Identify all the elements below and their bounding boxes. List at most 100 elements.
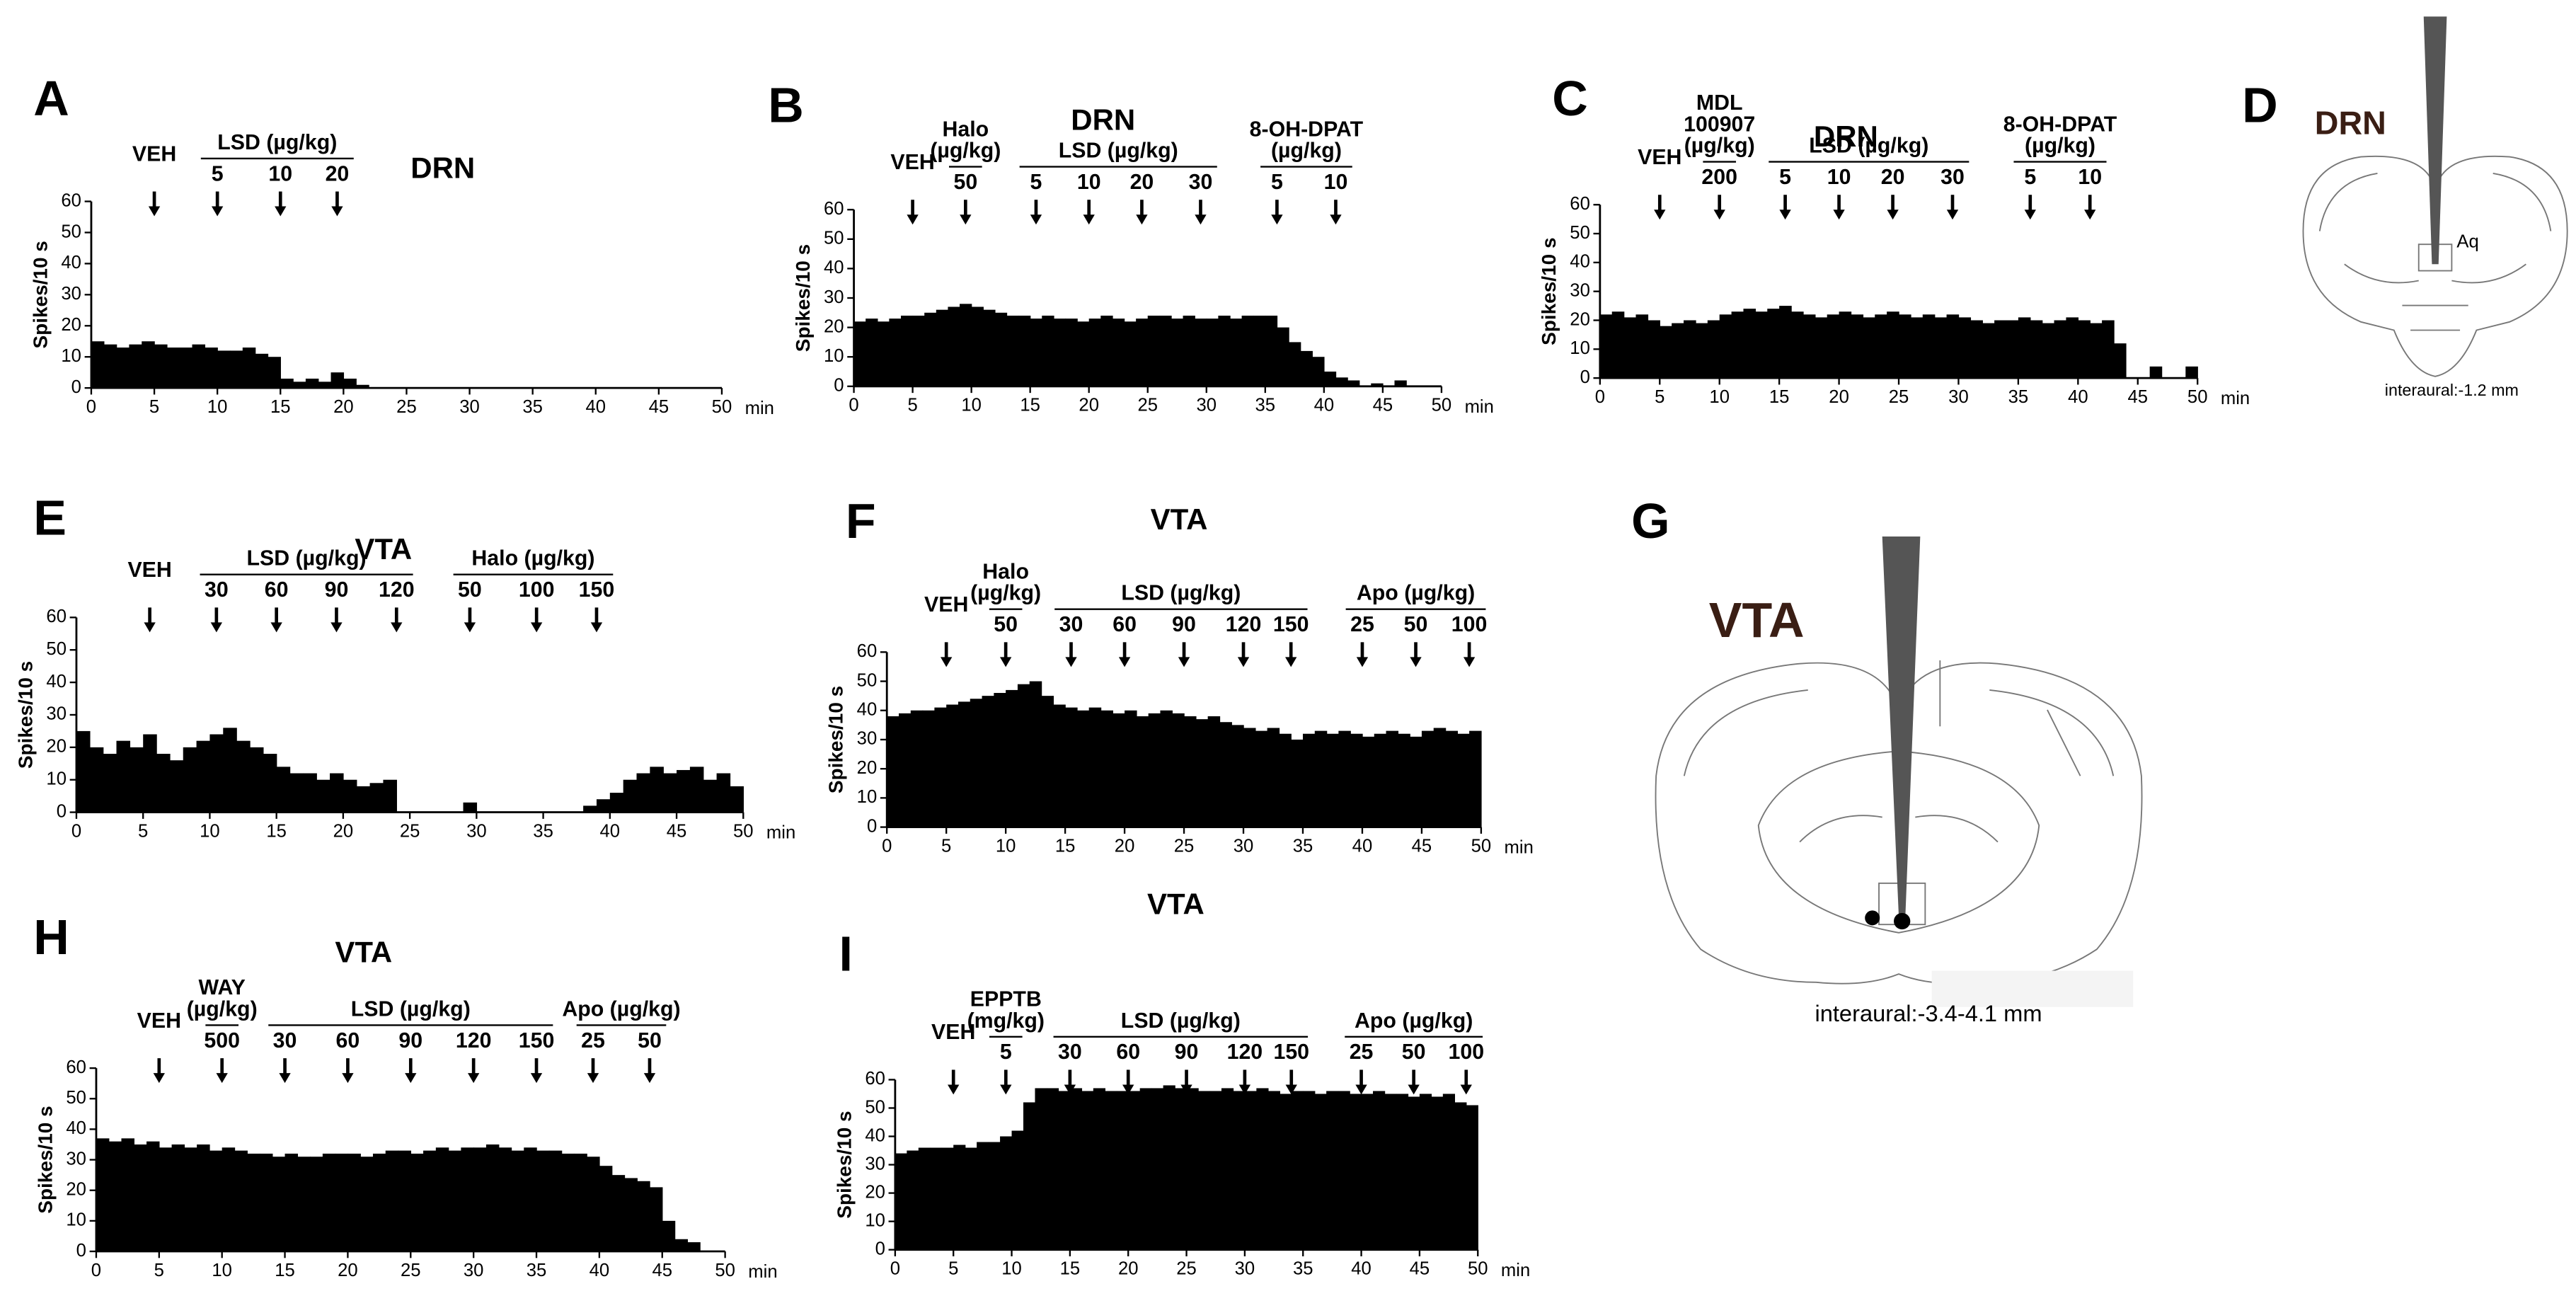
y-tick-label: 20 (46, 737, 67, 757)
injection-arrow-head (587, 1073, 599, 1084)
x-tick-label: 20 (333, 397, 354, 417)
bar (1183, 315, 1195, 386)
y-tick-label: 30 (1570, 280, 1590, 300)
bar (343, 378, 357, 389)
bar (1970, 320, 1983, 379)
bar (1755, 311, 1768, 379)
bar (1218, 315, 1231, 386)
injection-arrow-head (1195, 214, 1207, 225)
group-label: Apo (µg/kg) (1357, 582, 1475, 605)
x-tick-label: 15 (275, 1261, 295, 1280)
bar (1280, 1094, 1292, 1250)
bar (1267, 728, 1280, 827)
bar (1291, 1091, 1304, 1250)
bar (1326, 733, 1340, 827)
bar (1851, 314, 1864, 379)
bar (907, 1150, 919, 1250)
x-tick-label: 30 (464, 1261, 484, 1280)
dose-label: 30 (273, 1029, 297, 1052)
chart-title: VTA (355, 532, 412, 566)
panel-letter: G (1631, 493, 1669, 549)
bar (1206, 319, 1219, 386)
x-tick-label: 50 (712, 397, 732, 417)
bar (1361, 1094, 1374, 1250)
bar (356, 786, 371, 813)
bar (192, 344, 206, 389)
dose-label: 100 (1448, 1040, 1484, 1064)
dose-label: 20 (326, 162, 350, 185)
bar (1350, 1094, 1362, 1250)
injection-arrow-head (1030, 214, 1042, 225)
bar (1910, 317, 1924, 379)
bar (1219, 722, 1232, 827)
bar (1314, 730, 1328, 827)
bar (1006, 315, 1019, 386)
bar (971, 306, 984, 386)
dose-label: 200 (1701, 166, 1737, 189)
bar (1136, 319, 1149, 386)
dose-label: 10 (268, 162, 292, 185)
bar (1731, 311, 1744, 379)
injection-arrow-head (148, 206, 161, 217)
bar (134, 1144, 147, 1252)
bar (1017, 684, 1030, 827)
y-tick-label: 10 (1570, 338, 1590, 358)
y-tick-label: 30 (61, 284, 81, 304)
bar (383, 779, 397, 813)
bar (583, 805, 597, 813)
dose-label: 25 (1350, 1040, 1374, 1064)
bar (335, 1153, 349, 1252)
bar (369, 783, 384, 813)
bar (1815, 317, 1828, 379)
dose-label: 25 (581, 1029, 605, 1052)
bar (1445, 730, 1459, 827)
y-tick-label: 20 (857, 758, 878, 778)
bar (1053, 319, 1066, 386)
injection-arrow-head (1238, 1084, 1251, 1095)
group-label: LSD (µg/kg) (217, 131, 337, 154)
bar (142, 341, 155, 389)
x-axis-label: min (748, 1262, 777, 1282)
x-tick-label: 25 (1176, 1258, 1197, 1278)
bar (1041, 696, 1054, 827)
group-label: Apo (µg/kg) (1355, 1009, 1473, 1033)
bar (360, 1157, 374, 1252)
bar (2113, 343, 2127, 379)
x-tick-label: 30 (459, 397, 480, 417)
y-axis-label: Spikes/10 s (29, 241, 51, 348)
x-tick-label: 45 (649, 397, 669, 417)
injection-arrow-head (1000, 1084, 1012, 1095)
bar (343, 779, 357, 813)
injection-arrow-head (941, 657, 953, 667)
dose-label: 5 (1030, 171, 1042, 194)
y-tick-label: 10 (66, 1210, 86, 1230)
x-tick-label: 0 (71, 821, 81, 841)
bar (946, 704, 959, 827)
bar (1018, 315, 1031, 386)
group-label: (µg/kg) (1271, 139, 1342, 163)
y-tick-label: 30 (824, 287, 844, 307)
y-tick-label: 30 (46, 704, 67, 724)
bar (1421, 730, 1434, 827)
group-label: (µg/kg) (2025, 134, 2095, 158)
bar (1442, 1094, 1456, 1250)
bar (1112, 319, 1125, 386)
x-tick-label: 0 (86, 397, 96, 417)
injection-arrow-head (464, 622, 476, 633)
injection-arrow-head (1065, 657, 1077, 667)
injection-arrow-head (1356, 657, 1369, 667)
bar (1362, 736, 1375, 827)
group-label: LSD (µg/kg) (1809, 134, 1928, 158)
bar (2018, 317, 2031, 379)
x-tick-label: 5 (948, 1258, 958, 1278)
dose-label: 50 (953, 171, 977, 194)
bar (146, 1141, 160, 1252)
bar (1300, 350, 1313, 386)
bar (1042, 315, 1054, 386)
group-label: 100907 (1684, 113, 1755, 136)
bar (293, 381, 306, 389)
dose-label: 5 (1271, 171, 1283, 194)
dose-label: 90 (1172, 613, 1196, 636)
bar (953, 1144, 966, 1250)
